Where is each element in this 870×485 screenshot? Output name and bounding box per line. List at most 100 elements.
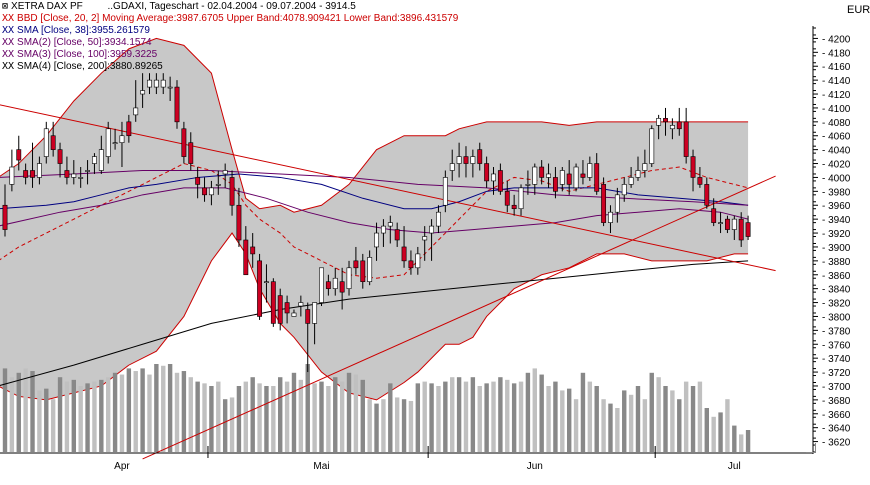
chart-header: ⊠ XETRA DAX PF ..GDAXI, Tageschart - 02.0… (2, 1, 356, 12)
candle-body (23, 170, 29, 178)
candle-body (222, 170, 228, 175)
x-tick-label: Mai (313, 461, 329, 472)
volume-bar (106, 377, 111, 452)
volume-bar (161, 365, 166, 452)
volume-bar (422, 381, 427, 452)
candle-body (9, 166, 15, 185)
candle-body (669, 125, 675, 130)
y-tick-label: - 3880 (822, 257, 851, 268)
candle-body (346, 267, 352, 289)
candle-body (656, 118, 662, 126)
volume-bar (9, 377, 15, 452)
trendline[interactable] (142, 175, 776, 460)
volume-bar (546, 386, 551, 452)
volume-bar (50, 399, 56, 452)
y-tick-label: - 3820 (822, 299, 851, 310)
volume-bar (305, 364, 310, 452)
volume-bar (319, 381, 324, 452)
candle-body (614, 194, 620, 213)
candle-body (360, 260, 366, 283)
volume-bar (57, 377, 63, 452)
legend-item-sma200: XX SMA(4) [Close, 200]:3880.89265 (2, 61, 163, 72)
candle-body (566, 173, 572, 185)
volume-bar (628, 394, 634, 452)
volume-bar (470, 377, 476, 452)
candle-body (71, 173, 77, 178)
candle-body (608, 211, 613, 223)
volume-bar (656, 377, 661, 452)
volume-bar (690, 386, 696, 452)
candle-body (725, 218, 730, 230)
volume-bar (367, 399, 372, 452)
volume-bar (594, 386, 599, 452)
y-tick-label: - 3640 (822, 424, 851, 435)
volume-bar (704, 408, 709, 452)
volume-bar (601, 399, 606, 452)
legend-marker: XX (2, 49, 15, 60)
candle-body (676, 121, 682, 130)
candle-body (243, 239, 249, 276)
volume-bar (725, 399, 730, 452)
y-tick-label: - 3940 (822, 215, 851, 226)
volume-bar (339, 381, 345, 452)
volume-bar (222, 399, 228, 452)
volume-bar (649, 372, 654, 452)
candle-body (202, 187, 207, 196)
volume-bar (518, 381, 524, 452)
candle-body (532, 166, 538, 185)
legend-marker: XX (2, 13, 15, 24)
candle-body (422, 236, 428, 241)
candle-body (367, 257, 373, 283)
volume-bar (216, 381, 221, 452)
candle-body (718, 222, 723, 224)
volume-bar (436, 386, 441, 452)
candle-body (663, 118, 668, 123)
volume-bar (553, 381, 558, 452)
candle-body (401, 246, 407, 262)
candle-body (140, 90, 146, 95)
y-tick-label: - 4060 (822, 132, 851, 143)
candle-body (442, 177, 448, 206)
volume-bar (195, 381, 200, 452)
candle-body (436, 211, 441, 227)
volume-bar (670, 390, 675, 452)
y-tick-label: - 4100 (822, 104, 851, 115)
candle-body (229, 177, 235, 206)
candle-body (181, 128, 187, 157)
legend-marker: XX (2, 25, 15, 36)
y-tick-label: - 4180 (822, 48, 851, 59)
volume-bar (154, 364, 159, 452)
volume-bar (663, 386, 668, 452)
sma200-line (0, 260, 749, 386)
volume-bar (491, 381, 496, 452)
volume-bar (745, 430, 751, 452)
volume-bar (608, 403, 613, 452)
resize-grip-icon[interactable] (806, 443, 816, 453)
legend-text: BBD [Close, 20, 2] Moving Average:3987.6… (17, 13, 459, 24)
volume-bar (711, 416, 716, 452)
volume-bar (264, 386, 269, 452)
y-tick-label: - 3660 (822, 410, 851, 421)
y-tick-label: - 3780 (822, 326, 851, 337)
candle-body (690, 156, 696, 178)
y-tick-label: - 3800 (822, 312, 851, 323)
volume-bar (642, 399, 648, 452)
legend-item-bollinger: XX BBD [Close, 20, 2] Moving Average:3987… (2, 13, 458, 24)
volume-bar (99, 379, 104, 452)
candle-body (98, 149, 104, 171)
y-tick-label: - 4200 (822, 34, 851, 45)
y-tick-label: - 3980 (822, 187, 851, 198)
volume-bar (463, 381, 469, 452)
volume-bar (167, 364, 173, 452)
candle-body (332, 277, 338, 289)
volume-bar (360, 379, 365, 452)
candle-body (587, 163, 593, 178)
volume-bar (236, 386, 242, 452)
volume-bar (71, 379, 77, 452)
bollinger-upper-band (0, 37, 749, 213)
candle-body (594, 163, 600, 192)
candle-body (215, 184, 221, 186)
candle-body (559, 170, 565, 185)
candle-body (484, 163, 490, 182)
volume-bar (133, 371, 138, 452)
